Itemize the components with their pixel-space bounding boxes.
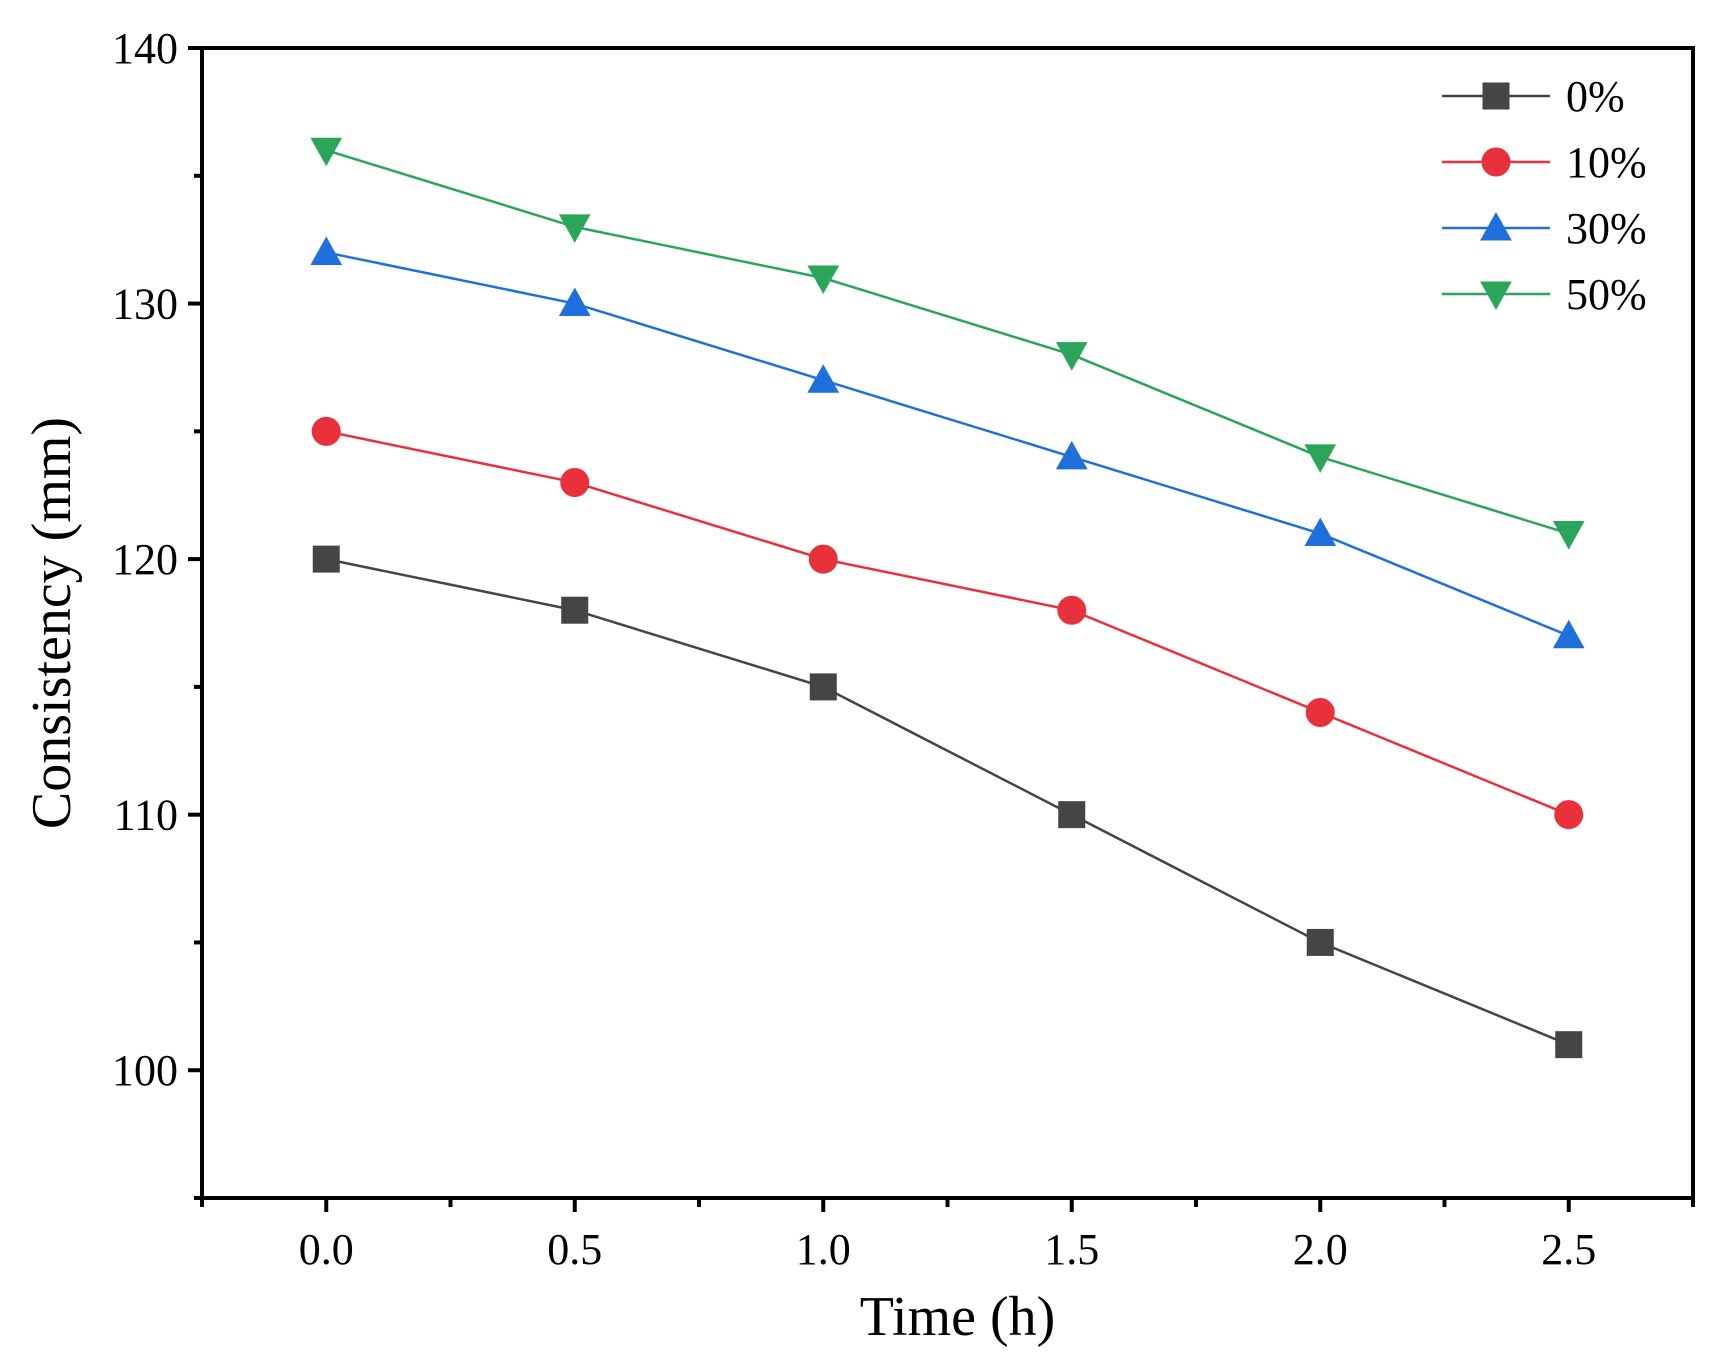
x-axis: 0.0 0.5 1.0 1.5 2.0 2.5 [200,1198,1695,1274]
series-line [325,557,1570,1046]
series-1 [311,416,1584,830]
data-point [1058,801,1086,829]
legend: 0% 10% 30% 50% [1442,72,1647,319]
x-tick-label: 0.0 [299,1225,354,1274]
legend-label: 10% [1566,138,1647,187]
y-axis: 100 110 120 130 140 [112,24,202,1200]
data-point [310,137,343,167]
data-point [809,673,837,701]
data-point [310,236,343,265]
data-point [558,214,591,243]
x-axis-title: Time (h) [860,1286,1056,1348]
series-line [325,149,1570,535]
data-point [1306,928,1334,956]
data-point [311,416,341,446]
data-point [1305,697,1335,727]
series-3 [310,137,1585,550]
data-point [1304,444,1337,473]
y-tick-label: 130 [112,280,178,329]
series-0 [312,545,1583,1059]
data-point [1555,1031,1583,1059]
ticks-layer: 100 110 120 130 140 0.0 0.5 1.0 1.5 2.0 2.5 [112,24,1695,1274]
data-point [312,545,340,573]
series-line [325,430,1570,816]
legend-marker [1480,211,1512,241]
data-point [560,467,590,497]
legend-item: 10% [1442,138,1647,187]
legend-marker [1481,147,1511,177]
series-line [325,251,1570,637]
legend-label: 50% [1566,270,1647,319]
y-tick-label: 110 [114,791,178,840]
data-point [807,364,840,393]
y-tick-label: 120 [112,535,178,584]
x-tick-label: 1.0 [796,1225,851,1274]
legend-item: 50% [1442,270,1647,319]
data-point [808,544,838,574]
data-point [1057,595,1087,625]
data-point [558,287,591,317]
x-tick-label: 0.5 [547,1225,602,1274]
legend-label: 0% [1566,72,1625,121]
series-2 [310,236,1585,649]
data-point [1552,521,1585,550]
y-tick-label: 100 [112,1046,178,1095]
data-point [1055,440,1088,470]
data-point [807,265,840,295]
data-point [1554,800,1584,830]
x-tick-label: 2.0 [1293,1225,1348,1274]
series-layer [310,137,1585,1059]
y-axis-title: Consistency (mm) [21,417,83,829]
y-tick-label: 140 [112,24,178,73]
legend-marker [1482,82,1510,110]
x-tick-label: 2.5 [1541,1225,1596,1274]
data-point [1552,619,1585,649]
plot-frame [200,46,1695,1200]
legend-label: 30% [1566,204,1647,253]
legend-marker [1480,281,1512,311]
x-tick-label: 1.5 [1044,1225,1099,1274]
legend-item: 30% [1442,204,1647,253]
legend-item: 0% [1442,72,1625,121]
data-point [561,596,589,624]
data-point [1304,517,1337,547]
data-point [1055,342,1088,371]
